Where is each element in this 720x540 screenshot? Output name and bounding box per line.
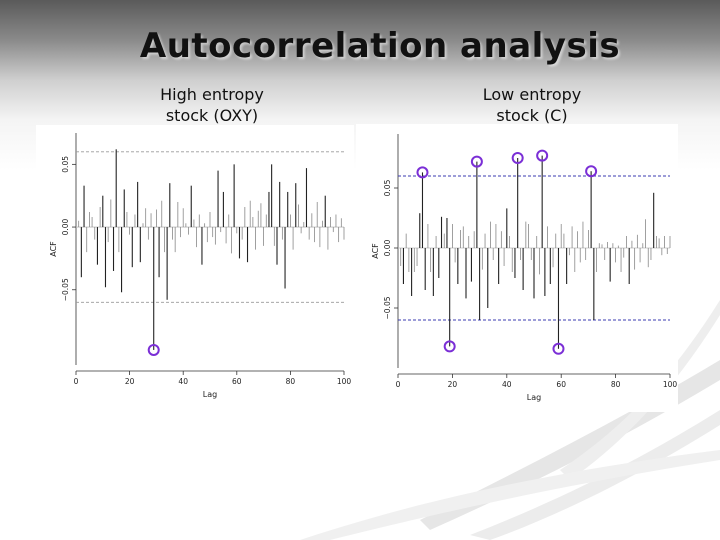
chart-2-highlight-circle-lag-29: [470, 155, 483, 168]
chart-2-highlight-circle-lag-59: [552, 342, 565, 355]
acf-chart-oxy-plot: 0 20 40 60 80 100 −0.05 0.00 0.05 Lag ACF: [49, 133, 352, 399]
chart-2-x-tick-label-80: 80: [611, 380, 621, 389]
chart-1-subtitle-line-1: High entropy: [160, 85, 264, 104]
chart-2-x-tick-label-60: 60: [556, 380, 566, 389]
chart-1-subtitle: High entropy stock (OXY): [132, 84, 292, 126]
chart-2-y-tick-label-0.05: 0.05: [383, 179, 392, 196]
chart-2-subtitle: Low entropy stock (C): [452, 84, 612, 126]
chart-2-y-tick-label-0.00: 0.00: [383, 239, 392, 256]
chart-2-x-axis-title: Lag: [527, 393, 541, 402]
chart-2-highlight-circle-lag-71: [585, 165, 598, 178]
chart-1-subtitle-line-2: stock (OXY): [165, 106, 259, 125]
chart-2-x-tick-label-0: 0: [396, 380, 401, 389]
chart-1-y-tick-label-0.05: 0.05: [61, 156, 70, 173]
chart-1-x-tick-label-80: 80: [286, 377, 296, 386]
chart-1-y-tick-label--0.05: −0.05: [61, 278, 70, 301]
chart-1-x-tick-label-0: 0: [74, 377, 79, 386]
chart-1-y-tick-label-0.00: 0.00: [61, 218, 70, 235]
chart-1-y-axis-title: ACF: [49, 241, 58, 257]
chart-2-highlight-circle-lag-9: [416, 166, 429, 179]
chart-2-x-tick-label-20: 20: [448, 380, 458, 389]
chart-2-subtitle-line-2: stock (C): [496, 106, 568, 125]
chart-2-highlight-circle-lag-53: [536, 149, 549, 162]
chart-1-x-tick-label-20: 20: [125, 377, 135, 386]
chart-2-x-tick-label-100: 100: [663, 380, 678, 389]
chart-1-x-axis-title: Lag: [203, 390, 217, 399]
chart-1-x-tick-label-40: 40: [178, 377, 188, 386]
chart-2-highlight-circle-lag-44: [511, 152, 524, 164]
acf-chart-c-plot: 0 20 40 60 80 100 −0.05 0.00 0.05 Lag ACF: [371, 134, 678, 402]
acf-chart-oxy: 0 20 40 60 80 100 −0.05 0.00 0.05 Lag ACF: [36, 125, 354, 407]
chart-2-subtitle-line-1: Low entropy: [482, 85, 582, 104]
chart-1-highlight-circle-lag-29: [147, 343, 160, 356]
chart-2-highlight-circle-lag-19: [443, 340, 456, 353]
chart-1-x-tick-label-100: 100: [337, 377, 352, 386]
chart-1-x-tick-label-60: 60: [232, 377, 242, 386]
chart-2-y-axis-title: ACF: [371, 243, 380, 259]
acf-chart-c: 0 20 40 60 80 100 −0.05 0.00 0.05 Lag ACF: [356, 124, 678, 412]
chart-2-x-tick-label-40: 40: [502, 380, 512, 389]
slide-title: Autocorrelation analysis: [139, 26, 621, 66]
chart-2-y-tick-label--0.05: −0.05: [383, 296, 392, 319]
